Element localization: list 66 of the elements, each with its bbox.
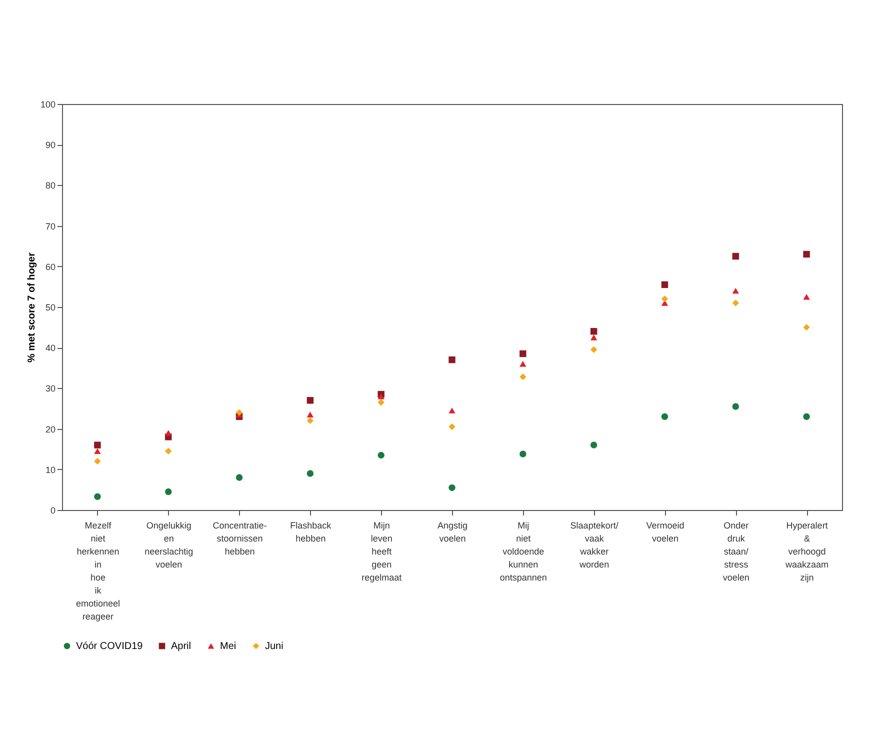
y-tick-label: 20 <box>45 424 56 434</box>
point <box>661 281 668 288</box>
y-tick-label: 40 <box>45 343 56 354</box>
point <box>448 484 456 492</box>
point <box>590 346 598 353</box>
legend-label: April <box>171 641 192 652</box>
point <box>803 413 810 420</box>
point <box>306 470 314 477</box>
point <box>448 408 456 414</box>
point <box>590 442 598 448</box>
point <box>803 294 810 300</box>
point <box>165 488 172 496</box>
y-tick-label: 10 <box>45 464 56 475</box>
y-tick-label: 0 <box>50 506 56 516</box>
x-tick-label: Mij niet voldoende kunnen ontspannen <box>500 520 547 582</box>
point <box>94 442 101 448</box>
point <box>803 324 810 331</box>
y-tick-label: 60 <box>45 262 56 272</box>
x-tick-label: Flashback hebben <box>290 520 332 544</box>
point <box>803 250 810 258</box>
point <box>520 373 526 380</box>
point <box>661 413 668 420</box>
point <box>306 417 314 424</box>
point <box>732 403 739 410</box>
x-tick-label: Mijn leven heeft geen regelmaat <box>362 520 402 582</box>
point <box>732 300 739 306</box>
point <box>378 399 384 406</box>
point <box>448 356 456 364</box>
y-tick-label: 100 <box>40 100 56 110</box>
x-tick-label: Vermoeid voelen <box>646 520 684 544</box>
point <box>520 450 526 458</box>
point <box>590 328 598 335</box>
legend-label: Juni <box>265 641 284 652</box>
point <box>378 452 384 459</box>
point <box>165 448 172 454</box>
x-tick-label: Hyperalert & verhoogd waakzaam zijn <box>784 520 829 582</box>
point <box>520 360 526 367</box>
y-tick-label: 30 <box>45 384 56 394</box>
point <box>661 296 668 302</box>
point <box>306 397 314 404</box>
point <box>448 423 456 430</box>
y-axis-title: % met score 7 of hoger <box>26 252 38 363</box>
point <box>236 474 243 481</box>
point <box>94 493 101 500</box>
x-tick-label: Concentratie-stoornissen hebben <box>212 520 267 556</box>
y-tick-label: 80 <box>45 180 56 191</box>
x-tick-label: Angstig voelen <box>437 520 468 544</box>
x-tick-label: Mezelf niet herkennen in hoe ik emotioneel reageer <box>76 520 120 622</box>
point <box>165 430 172 436</box>
point <box>94 448 101 454</box>
point <box>306 412 314 418</box>
point <box>732 252 739 260</box>
point <box>520 350 526 358</box>
y-tick-label: 50 <box>45 302 56 312</box>
legend-label: Mei <box>220 641 236 652</box>
legend-label: Vóór COVID19 <box>76 641 144 652</box>
x-tick-label: Slaaptekort/ vaak wakker worden <box>570 520 619 570</box>
point <box>236 409 243 416</box>
x-tick-label: Onder druk staan/ stress voelen <box>722 520 750 582</box>
point <box>590 334 598 340</box>
point <box>94 458 101 465</box>
y-tick-label: 90 <box>45 140 56 150</box>
point <box>732 288 739 294</box>
point <box>378 393 384 400</box>
x-tick-label: Ongelukkig en neerslachtig voelen <box>144 520 194 570</box>
y-tick-label: 70 <box>45 221 56 232</box>
